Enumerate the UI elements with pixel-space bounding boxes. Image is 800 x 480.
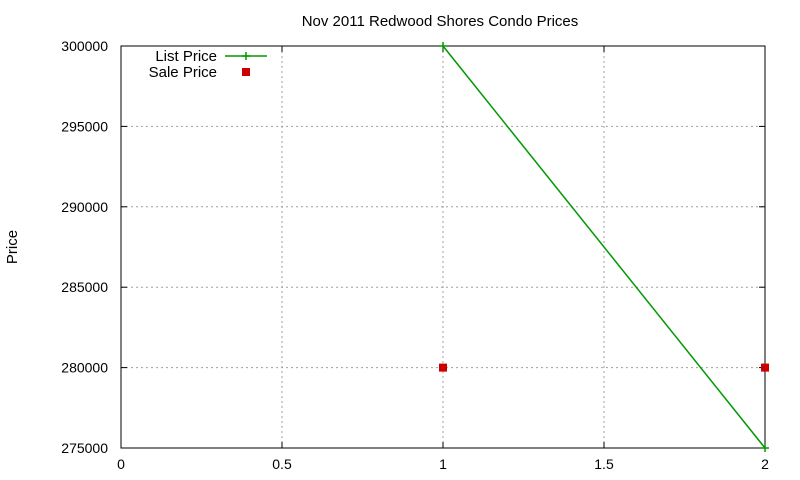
y-tick-label: 275000 xyxy=(61,440,108,456)
series-1 xyxy=(439,363,769,372)
y-axis-label: Price xyxy=(4,230,21,264)
y-tick-label: 300000 xyxy=(61,38,108,54)
y-tick-label: 280000 xyxy=(61,360,108,376)
x-tick-label: 2 xyxy=(761,456,769,472)
series-0 xyxy=(439,42,769,452)
data-point xyxy=(761,444,769,452)
x-tick-label: 1 xyxy=(439,456,447,472)
grid xyxy=(121,46,765,448)
legend-marker xyxy=(242,68,250,76)
axis-ticks: 0 0.5 1 1.5 2 275000 280000 285000 290000 295000 3… xyxy=(61,38,769,472)
data-point xyxy=(439,42,447,50)
series xyxy=(439,42,769,452)
x-tick-label: 1.5 xyxy=(594,456,614,472)
x-tick-label: 0.5 xyxy=(272,456,292,472)
y-tick-label: 285000 xyxy=(61,279,108,295)
y-tick-label: 295000 xyxy=(61,118,108,134)
series-line xyxy=(442,45,766,449)
legend-label: Sale Price xyxy=(149,64,217,81)
x-tick-label: 0 xyxy=(117,456,125,472)
chart-title: Nov 2011 Redwood Shores Condo Prices xyxy=(302,13,579,30)
legend-marker xyxy=(242,52,250,60)
y-tick-label: 290000 xyxy=(61,199,108,215)
legend-label: List Price xyxy=(155,48,217,65)
data-point xyxy=(439,363,447,372)
data-point xyxy=(761,363,769,372)
